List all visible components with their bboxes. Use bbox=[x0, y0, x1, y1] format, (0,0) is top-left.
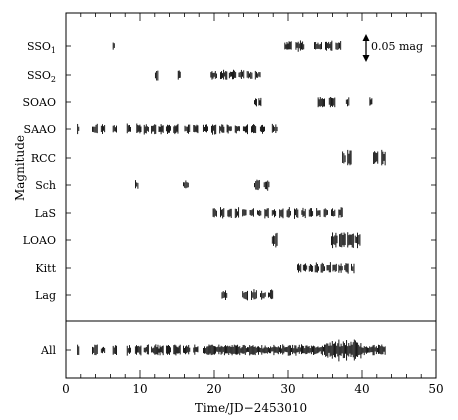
station-label: RCC bbox=[31, 152, 56, 165]
plot-frame bbox=[65, 12, 437, 379]
series-LOAO bbox=[271, 232, 361, 249]
station-labels: SSO1 SSO2 SOAO SAAO RCC Sch LaS LOAO Kitt Lag All bbox=[22, 40, 56, 357]
station-label: Sch bbox=[35, 179, 56, 192]
series-LaS bbox=[212, 207, 343, 219]
scale-bar-arrow-up bbox=[362, 34, 370, 41]
x-axis-ticks: 0 10 20 30 40 50 bbox=[62, 13, 444, 396]
y-axis-title: Magnitude bbox=[13, 135, 27, 201]
series-SSO1 bbox=[112, 40, 342, 52]
station-label: Kitt bbox=[35, 262, 56, 275]
station-label: LOAO bbox=[23, 234, 56, 247]
series-SAAO bbox=[77, 123, 278, 135]
station-label: SOAO bbox=[22, 96, 56, 109]
series-RCC bbox=[342, 149, 386, 166]
series-Lag bbox=[221, 289, 274, 301]
series-SSO2 bbox=[154, 69, 261, 81]
scale-bar-label: 0.05 mag bbox=[371, 40, 423, 53]
series-Kitt bbox=[296, 262, 355, 274]
x-tick-label: 40 bbox=[354, 382, 369, 396]
plot-border bbox=[65, 12, 437, 379]
x-tick-label: 0 bbox=[62, 382, 70, 396]
scale-bar-arrow-down bbox=[362, 55, 370, 62]
station-label: SSO2 bbox=[27, 69, 56, 84]
data-marks bbox=[77, 40, 386, 362]
series-SOAO bbox=[254, 96, 373, 108]
station-label: SAAO bbox=[24, 123, 56, 136]
station-label: Lag bbox=[35, 289, 56, 302]
station-label: SSO1 bbox=[27, 40, 56, 55]
x-tick-label: 50 bbox=[428, 382, 443, 396]
series-All bbox=[77, 339, 386, 362]
scale-bar: 0.05 mag bbox=[362, 34, 423, 62]
series-Sch bbox=[134, 179, 270, 191]
x-tick-label: 20 bbox=[206, 382, 221, 396]
station-label: LaS bbox=[35, 207, 56, 220]
x-axis-title: Time/JD−2453010 bbox=[195, 401, 307, 415]
x-tick-label: 10 bbox=[132, 382, 147, 396]
x-tick-label: 30 bbox=[280, 382, 295, 396]
station-label: All bbox=[40, 344, 56, 357]
